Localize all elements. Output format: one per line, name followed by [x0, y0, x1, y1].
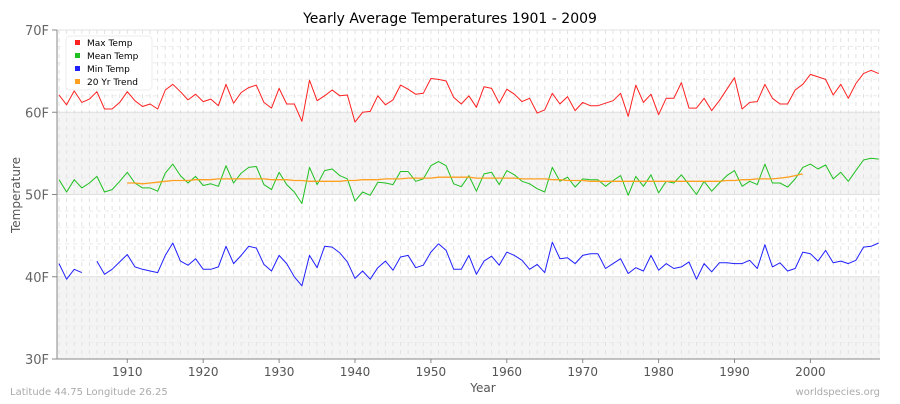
- legend-label: Max Temp: [87, 39, 133, 49]
- x-tick-label: 1950: [416, 365, 447, 379]
- footer-location: Latitude 44.75 Longitude 26.25: [10, 387, 168, 398]
- legend: Max Temp Mean Temp Min Temp 20 Yr Trend: [65, 35, 153, 91]
- x-tick-label: 1970: [567, 365, 598, 379]
- x-axis-label: Year: [469, 381, 495, 395]
- legend-swatch: [75, 40, 80, 45]
- series-max-temp: [58, 69, 879, 123]
- legend-label: 20 Yr Trend: [87, 78, 138, 88]
- legend-label: Min Temp: [87, 65, 130, 75]
- x-tick-label: 1930: [264, 365, 295, 379]
- series-line: [127, 173, 803, 185]
- x-tick-label: 1980: [643, 365, 674, 379]
- legend-swatch: [75, 66, 80, 71]
- x-tick-label: 1920: [188, 365, 219, 379]
- series-mean-temp: [58, 157, 879, 204]
- y-tick-label: 50F: [25, 189, 49, 204]
- series-line: [96, 241, 879, 287]
- y-tick-label: 70F: [25, 24, 49, 39]
- series-20-yr-trend: [127, 173, 803, 185]
- x-tick-label: 1960: [492, 365, 523, 379]
- y-axis-label: Temperature: [9, 157, 23, 234]
- x-tick-label: 2000: [795, 365, 826, 379]
- chart-title: Yearly Average Temperatures 1901 - 2009: [302, 11, 597, 27]
- footer-source: worldspecies.org: [796, 387, 880, 398]
- series-line: [58, 69, 879, 123]
- series-line: [58, 263, 82, 280]
- x-tick-label: 1990: [719, 365, 750, 379]
- legend-box: [65, 35, 153, 91]
- series-line: [58, 157, 879, 204]
- y-tick-label: 60F: [25, 106, 49, 121]
- legend-label: Mean Temp: [87, 52, 139, 62]
- series-min-temp: [58, 241, 879, 287]
- x-tick-label: 1910: [112, 365, 143, 379]
- legend-swatch: [75, 53, 80, 58]
- legend-swatch: [75, 79, 80, 84]
- y-tick-label: 30F: [25, 353, 49, 368]
- x-tick-label: 1940: [340, 365, 371, 379]
- y-tick-label: 40F: [25, 271, 49, 286]
